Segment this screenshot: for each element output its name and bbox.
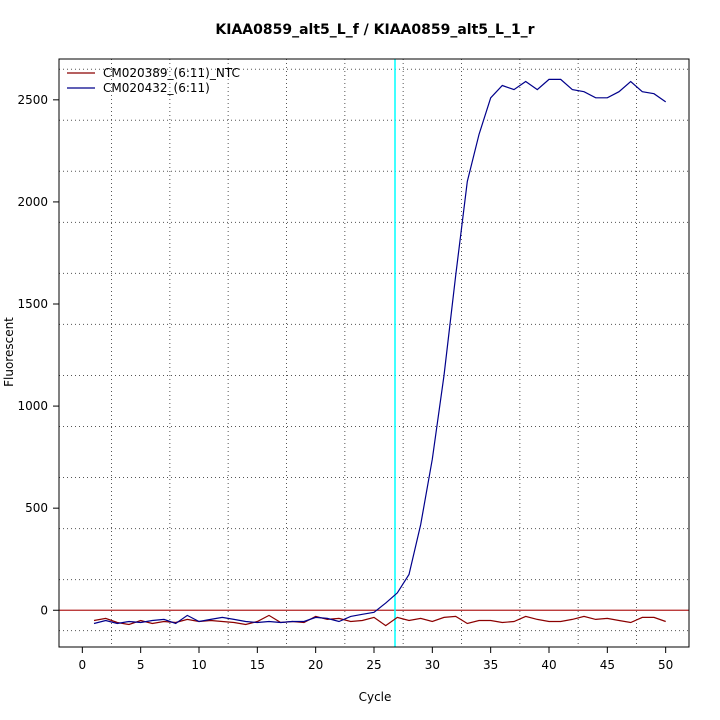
x-tick-label: 30 (425, 658, 440, 672)
y-tick-label: 2000 (17, 195, 48, 209)
legend-label-1: CM020389_(6:11)_NTC (103, 66, 240, 80)
x-tick-label: 0 (79, 658, 87, 672)
x-tick-label: 35 (483, 658, 498, 672)
plot-frame (58, 58, 690, 648)
y-axis: 0 500 1000 1500 2000 2500 (17, 93, 59, 617)
y-tick-label: 1500 (17, 297, 48, 311)
series-line-1 (93, 614, 666, 627)
y-tick-label: 2500 (17, 93, 48, 107)
y-tick-label: 0 (40, 603, 48, 617)
x-tick-label: 20 (308, 658, 323, 672)
legend-label-2: CM020432_(6:11) (103, 81, 210, 95)
x-tick-label: 15 (250, 658, 265, 672)
y-tick-label: 500 (25, 501, 48, 515)
x-tick-label: 25 (366, 658, 381, 672)
x-tick-label: 50 (658, 658, 673, 672)
y-axis-label: Fluorescent (2, 317, 16, 387)
x-axis-label: Cycle (359, 690, 392, 704)
series-lines (93, 78, 667, 627)
x-tick-label: 45 (600, 658, 615, 672)
grid-lines (59, 59, 689, 647)
x-tick-label: 40 (541, 658, 556, 672)
x-tick-label: 5 (137, 658, 145, 672)
y-tick-label: 1000 (17, 399, 48, 413)
x-axis: 0 5 10 15 20 25 30 35 40 45 50 (79, 647, 673, 672)
x-tick-label: 10 (191, 658, 206, 672)
chart-title: KIAA0859_alt5_L_f / KIAA0859_alt5_L_1_r (215, 22, 534, 38)
series-line-2 (93, 78, 667, 625)
